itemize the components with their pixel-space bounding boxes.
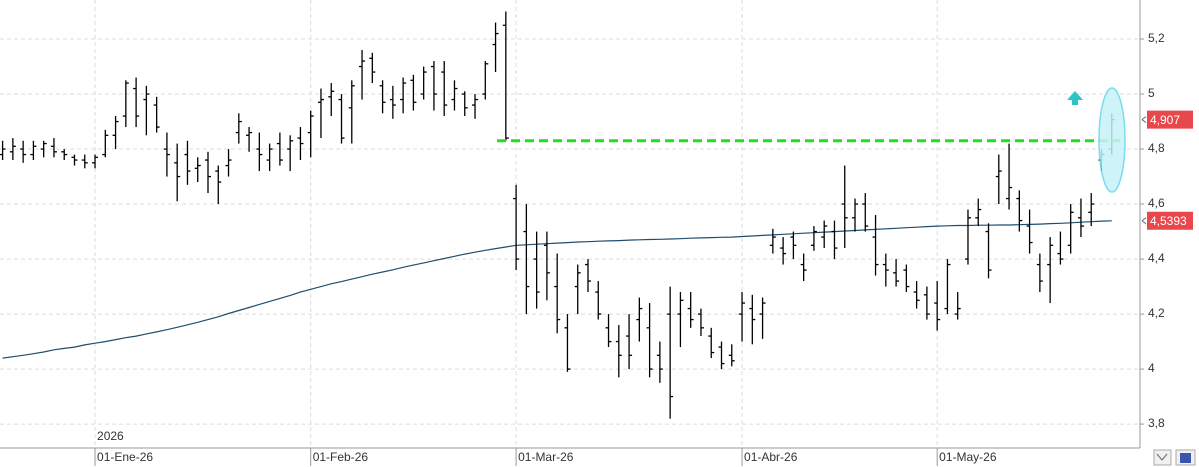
x-tick-label: 01-Mar-26 (518, 450, 574, 464)
y-tick-label: 3,8 (1148, 416, 1165, 430)
save-icon (1180, 453, 1191, 463)
price-tag-label: 4,5393 (1150, 214, 1187, 228)
y-tick-label: 4,8 (1148, 141, 1165, 155)
moving-average (2, 220, 1112, 359)
y-tick-label: 5,2 (1148, 31, 1165, 45)
annotation: 2026 (97, 429, 124, 443)
y-tick-label: 5 (1148, 86, 1155, 100)
price-tag (1147, 110, 1193, 129)
up-arrow (1067, 91, 1083, 105)
zoom-button[interactable] (1153, 449, 1172, 466)
price-tag-pointer (1141, 217, 1147, 225)
zoom-icon (1156, 453, 1168, 461)
y-tick-label: 4,4 (1148, 251, 1165, 265)
y-tick-label: 4,6 (1148, 196, 1165, 210)
y-tick-label: 4,2 (1148, 306, 1165, 320)
x-tick-label: 01-Feb-26 (313, 450, 369, 464)
y-tick-label: 4 (1148, 361, 1155, 375)
highlight-ellipse (1098, 87, 1126, 193)
price-tag-pointer (1141, 116, 1147, 124)
x-tick-label: 01-May-26 (939, 450, 997, 464)
x-tick-label: 01-Ene-26 (97, 450, 153, 464)
price-tag-label: 4,907 (1150, 113, 1180, 127)
price-tag (1147, 211, 1193, 230)
x-tick-label: 01-Abr-26 (744, 450, 798, 464)
